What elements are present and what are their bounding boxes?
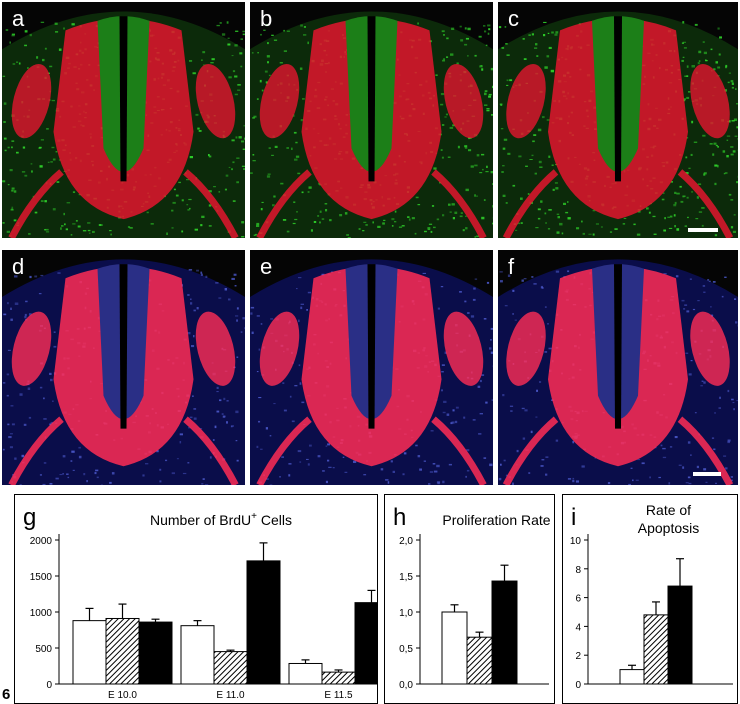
y-tick-label: 8 (575, 565, 581, 576)
y-tick-label: 1,5 (399, 572, 413, 583)
y-tick-label: 1500 (30, 572, 53, 583)
chart-panel-label: i (571, 504, 576, 531)
central-canal (119, 264, 128, 429)
ventral-root (8, 416, 64, 485)
bar-hatched (105, 617, 140, 685)
ventral-root (8, 169, 64, 238)
panel-label-a: a (12, 6, 25, 31)
scale-bar (693, 472, 721, 476)
ventral-root (183, 169, 239, 238)
bar-hatched (643, 614, 669, 685)
bar-white (180, 625, 215, 685)
ventral-root (431, 416, 487, 485)
dorsal-root-ganglion (690, 63, 730, 139)
chart-title: Rate of (646, 502, 691, 518)
scale-bar (688, 228, 718, 232)
micrograph-panel-f: f (498, 250, 738, 485)
chart-title-line2: Apoptosis (638, 520, 699, 536)
bar-white (72, 620, 107, 685)
ventral-root (256, 169, 312, 238)
micrograph-image-e (250, 259, 493, 485)
chart-title: Proliferation Rate (442, 512, 550, 528)
dorsal-root-ganglion (259, 63, 300, 139)
x-tick-label: E 10.0 (108, 690, 137, 701)
bar-chart-g: g Number of BrdU+ Cells 0 500 1000 1500 2000 E … (23, 504, 377, 701)
chart-title: Number of BrdU+ Cells (150, 511, 292, 528)
ventral-root (256, 416, 312, 485)
x-tick-label: E 11.5 (324, 690, 353, 701)
bar-black (491, 580, 518, 685)
bar-white (441, 611, 468, 685)
y-tick-label: 0,5 (399, 644, 413, 655)
y-tick-label: 0,0 (399, 680, 413, 691)
y-tick-label: 10 (570, 536, 582, 547)
y-tick-label: 0 (46, 680, 52, 691)
micrograph-panel-c: c (498, 2, 738, 238)
y-tick-label: 1,0 (399, 608, 413, 619)
chart-panel-label: g (23, 504, 36, 531)
dorsal-root-ganglion (259, 311, 300, 386)
panel-label-c: c (508, 6, 519, 31)
ventral-root (502, 169, 559, 238)
dorsal-root-ganglion (11, 63, 52, 139)
bar-black (667, 585, 693, 685)
micrograph-panel-b: b (250, 2, 493, 238)
micrograph-panel-a: a (2, 2, 245, 238)
panel-label-e: e (260, 254, 273, 279)
y-tick-label: 1000 (30, 608, 53, 619)
bar-white (288, 662, 323, 685)
bar-white (619, 669, 645, 685)
ventral-root (677, 169, 734, 238)
micrograph-image-a (2, 11, 245, 238)
ventral-root (677, 416, 734, 485)
x-tick-label: E 11.0 (216, 690, 245, 701)
dorsal-root-ganglion (443, 63, 484, 139)
micrograph-image-d (2, 259, 245, 485)
bar-chart-h: h Proliferation Rate 0,0 0,5 1,0 1,5 2,0 (393, 504, 551, 691)
y-tick-label: 0 (575, 680, 581, 691)
central-canal (614, 264, 622, 429)
ventral-root (502, 416, 559, 485)
y-tick-label: 500 (35, 644, 52, 655)
bar-hatched (321, 671, 356, 685)
bar-hatched (466, 636, 493, 685)
dorsal-root-ganglion (11, 311, 52, 386)
chart-panel-label: h (393, 504, 406, 531)
panel-label-d: d (12, 254, 25, 279)
chart-panel-i: i Rate of Apoptosis 0 2 4 6 8 10 (562, 494, 738, 704)
chart-panel-h: h Proliferation Rate 0,0 0,5 1,0 1,5 2,0 (384, 494, 555, 704)
dorsal-root-ganglion (690, 311, 730, 386)
micrograph-panel-d: d (2, 250, 245, 485)
ventral-root (183, 416, 239, 485)
central-canal (367, 16, 376, 182)
central-canal (119, 16, 128, 182)
y-tick-label: 4 (575, 622, 581, 633)
micrograph-image-b (250, 11, 493, 238)
dorsal-root-ganglion (443, 311, 484, 386)
central-canal (367, 264, 376, 429)
y-tick-label: 2000 (30, 536, 53, 547)
dorsal-root-ganglion (506, 63, 546, 139)
micrograph-panel-e: e (250, 250, 493, 485)
micrograph-image-f (498, 259, 738, 485)
bar-black (354, 602, 377, 685)
bar-black (138, 621, 173, 685)
y-tick-label: 2,0 (399, 536, 413, 547)
ventral-root (431, 169, 487, 238)
bar-chart-i: i Rate of Apoptosis 0 2 4 6 8 10 (570, 502, 733, 691)
dorsal-root-ganglion (195, 63, 236, 139)
y-tick-label: 6 (575, 594, 581, 605)
dorsal-root-ganglion (506, 311, 546, 386)
figure-number: 6 (2, 686, 11, 703)
bar-black (246, 560, 281, 685)
y-tick-label: 2 (575, 651, 581, 662)
dorsal-root-ganglion (195, 311, 236, 386)
chart-panel-g: g Number of BrdU+ Cells 0 500 1000 1500 2000 E … (14, 494, 378, 704)
micrograph-image-c (498, 11, 738, 238)
panel-label-f: f (508, 254, 515, 279)
panel-label-b: b (260, 6, 273, 31)
bar-hatched (213, 651, 248, 685)
central-canal (614, 16, 622, 182)
